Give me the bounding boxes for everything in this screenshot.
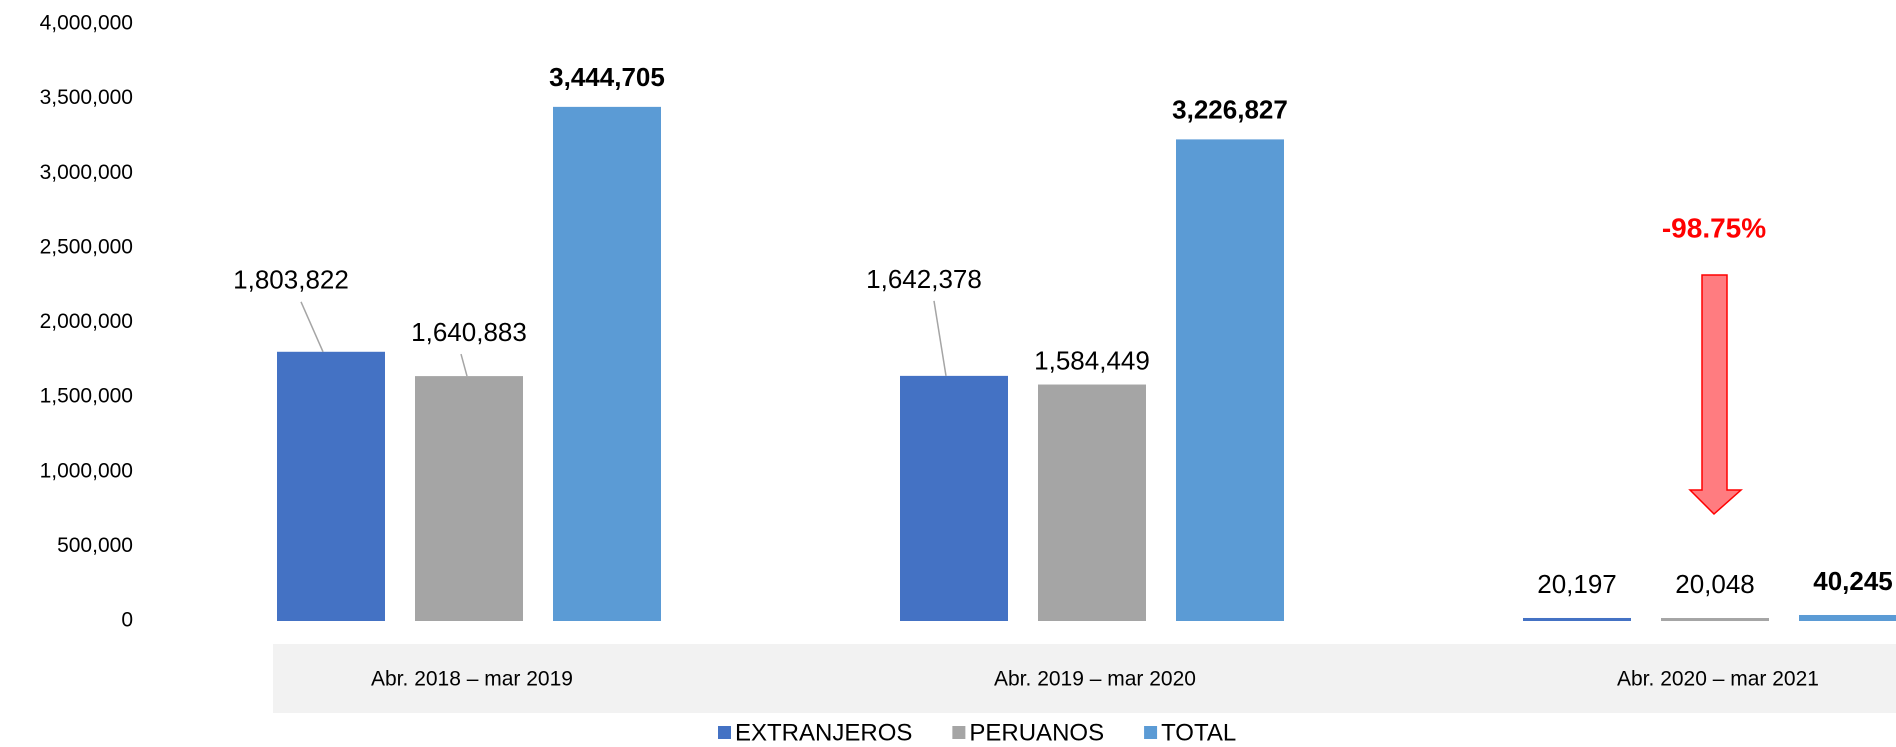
y-tick-label: 0 <box>121 609 133 632</box>
data-label: 20,197 <box>1537 569 1617 599</box>
arrow <box>1688 274 1743 516</box>
data-label: 40,245 <box>1813 566 1893 596</box>
x-tick-label: Abr. 2019 – mar 2020 <box>994 668 1196 691</box>
y-tick-label: 500,000 <box>57 534 133 557</box>
y-tick-label: 2,500,000 <box>40 235 133 258</box>
bar <box>1661 618 1769 622</box>
bar <box>900 375 1008 621</box>
bar <box>1523 617 1631 621</box>
bar <box>277 351 385 621</box>
legend-label: EXTRANJEROS <box>735 719 912 746</box>
y-tick-label: 3,500,000 <box>40 86 133 109</box>
annotation: -98.75% <box>1662 212 1766 243</box>
data-label: 1,640,883 <box>411 317 527 347</box>
bar <box>1038 384 1146 621</box>
data-label: 20,048 <box>1675 569 1755 599</box>
bar <box>1176 139 1284 622</box>
category-band <box>273 644 1896 713</box>
y-tick-label: 4,000,000 <box>40 12 133 35</box>
bar <box>1799 614 1896 621</box>
leader-line <box>300 301 324 353</box>
y-tick-label: 1,000,000 <box>40 459 133 482</box>
x-tick-label: Abr. 2018 – mar 2019 <box>371 668 573 691</box>
data-label: 3,444,705 <box>549 62 665 92</box>
x-tick-label: Abr. 2020 – mar 2021 <box>1617 668 1819 691</box>
legend-swatch <box>718 726 731 739</box>
data-label: 1,642,378 <box>866 264 982 294</box>
y-tick-label: 1,500,000 <box>40 385 133 408</box>
leader-line <box>460 353 468 377</box>
data-label: 3,226,827 <box>1172 94 1288 124</box>
legend-swatch <box>1144 726 1158 739</box>
leader-line <box>933 300 947 376</box>
bar <box>553 106 661 621</box>
legend-swatch <box>952 726 966 739</box>
legend-label: TOTAL <box>1161 719 1236 746</box>
data-label: 1,803,822 <box>233 265 349 295</box>
bar <box>415 376 523 621</box>
y-tick-label: 2,000,000 <box>40 310 133 333</box>
data-label: 1,584,449 <box>1034 345 1150 375</box>
y-tick-label: 3,000,000 <box>40 161 133 184</box>
legend-label: PERUANOS <box>969 719 1104 746</box>
